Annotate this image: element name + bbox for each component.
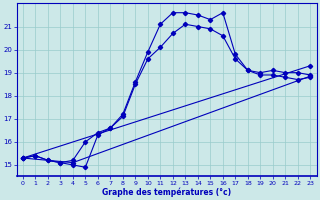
X-axis label: Graphe des températures (°c): Graphe des températures (°c) [102, 187, 231, 197]
